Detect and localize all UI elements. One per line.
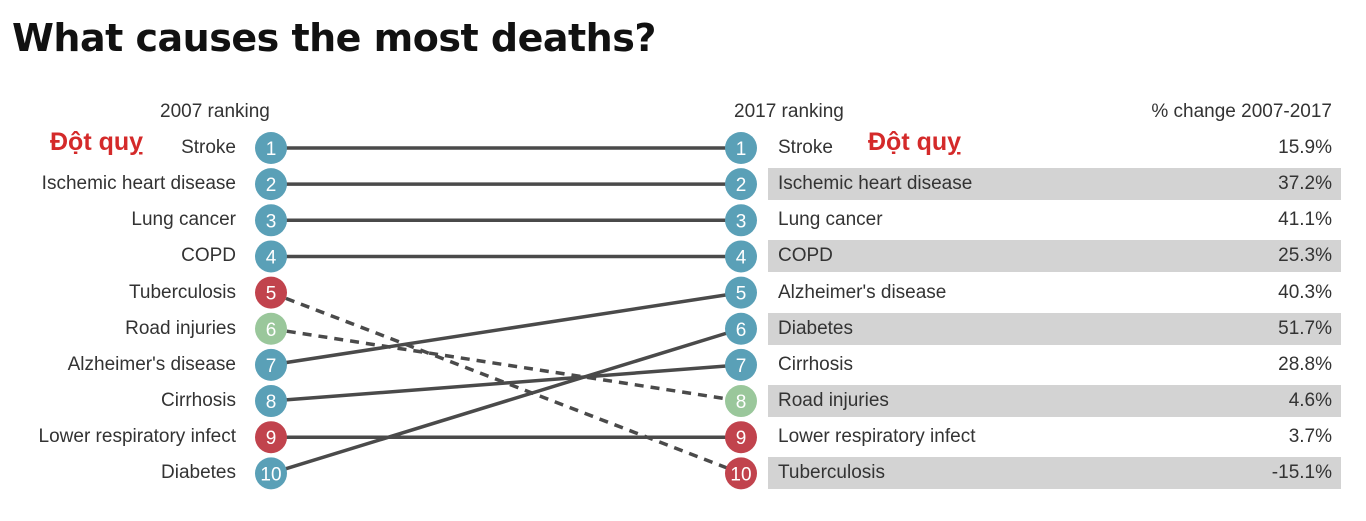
right-rank-circle <box>725 348 757 381</box>
pct-change-value: 40.3% <box>1278 281 1332 303</box>
left-rank-number: 7 <box>266 356 277 377</box>
right-rank-circle <box>725 276 757 309</box>
pct-change-value: 25.3% <box>1278 245 1332 267</box>
left-rank-number: 8 <box>266 392 277 413</box>
left-rank-circle <box>255 168 287 201</box>
pct-change-value: 37.2% <box>1278 173 1332 195</box>
left-rank-number: 6 <box>266 320 277 341</box>
cause-2007-label: Ischemic heart disease <box>41 173 236 195</box>
right-rank-circle <box>725 457 757 490</box>
right-rank-circle <box>725 168 757 201</box>
cause-2007-label: Diabetes <box>161 462 236 484</box>
left-rank-circle <box>255 240 287 273</box>
pct-change-value: 15.9% <box>1278 137 1332 158</box>
cause-2017-label: Lung cancer <box>778 209 883 231</box>
cause-2017-label: Road injuries <box>778 390 889 412</box>
left-rank-circle <box>255 457 287 490</box>
left-rank-circle <box>255 276 287 309</box>
row-stripe <box>768 385 1341 418</box>
cause-2017-label: Alzheimer's disease <box>778 281 947 303</box>
right-rank-number: 10 <box>730 464 751 485</box>
left-rank-circle <box>255 312 287 345</box>
right-rank-circle <box>725 312 757 345</box>
cause-2007-label: Lower respiratory infect <box>38 426 236 448</box>
row-stripe <box>768 240 1341 273</box>
cause-2007-label: COPD <box>181 245 236 267</box>
right-rank-number: 5 <box>736 284 747 305</box>
right-rank-number: 7 <box>736 356 747 377</box>
cause-2017-label: Tuberculosis <box>778 462 886 484</box>
pct-change-value: 41.1% <box>1278 209 1332 231</box>
left-rank-number: 2 <box>266 175 277 196</box>
header-percent-change: % change 2007-2017 <box>1151 101 1332 122</box>
rank-link-line <box>270 290 742 475</box>
header-2007-ranking: 2007 ranking <box>160 101 270 122</box>
header-2017-ranking: 2017 ranking <box>734 101 844 122</box>
pct-change-value: 3.7% <box>1288 426 1332 448</box>
cause-2007-label: Alzheimer's disease <box>67 353 236 375</box>
right-rank-circle <box>725 421 757 454</box>
cause-2007-label: Stroke <box>181 137 236 158</box>
rank-link-line <box>270 327 742 476</box>
cause-2017-label: Lower respiratory infect <box>778 426 976 448</box>
pct-change-value: 4.6% <box>1288 390 1332 412</box>
cause-2017-label: Diabetes <box>778 317 853 339</box>
left-rank-circle <box>255 204 287 237</box>
left-rank-circle <box>255 348 287 381</box>
right-rank-circle <box>725 240 757 273</box>
pct-change-value: 51.7% <box>1278 317 1332 339</box>
rank-link-line <box>270 363 742 403</box>
right-rank-circle <box>725 385 757 418</box>
row-stripe <box>768 168 1341 201</box>
left-rank-circle <box>255 421 287 454</box>
annotation-left: Đột quỵ <box>50 128 144 156</box>
right-rank-circle <box>725 132 757 164</box>
cause-2007-label: Lung cancer <box>131 209 236 231</box>
page-title: What causes the most deaths? <box>12 16 656 60</box>
cause-2007-label: Tuberculosis <box>128 281 236 303</box>
left-rank-number: 3 <box>266 211 277 232</box>
cause-2017-label: Cirrhosis <box>778 353 853 375</box>
left-rank-number: 5 <box>266 284 277 305</box>
right-rank-circle <box>725 204 757 237</box>
left-rank-number: 1 <box>266 139 277 160</box>
right-rank-number: 3 <box>736 211 747 232</box>
right-rank-number: 8 <box>736 392 747 413</box>
rank-link-line <box>270 290 742 367</box>
right-rank-number: 2 <box>736 175 747 196</box>
pct-change-value: 28.8% <box>1278 353 1332 375</box>
cause-2017-label: Ischemic heart disease <box>778 173 973 195</box>
rank-link-line <box>270 327 742 403</box>
right-rank-number: 4 <box>736 247 747 268</box>
pct-change-value: -15.1% <box>1271 462 1332 484</box>
left-rank-number: 9 <box>266 428 277 449</box>
cause-2007-label: Road injuries <box>125 317 236 339</box>
row-stripe <box>768 312 1341 345</box>
left-rank-circle <box>255 132 287 164</box>
right-rank-number: 1 <box>736 139 747 160</box>
left-rank-number: 10 <box>260 464 281 485</box>
annotation-right: Đột quỵ <box>868 128 962 156</box>
cause-2017-label: COPD <box>778 245 833 267</box>
row-stripe <box>768 457 1341 490</box>
left-rank-circle <box>255 385 287 418</box>
cause-2017-label: Stroke <box>778 137 833 158</box>
right-rank-number: 9 <box>736 428 747 449</box>
right-rank-number: 6 <box>736 320 747 341</box>
cause-2007-label: Cirrhosis <box>161 390 236 412</box>
left-rank-number: 4 <box>266 247 277 268</box>
